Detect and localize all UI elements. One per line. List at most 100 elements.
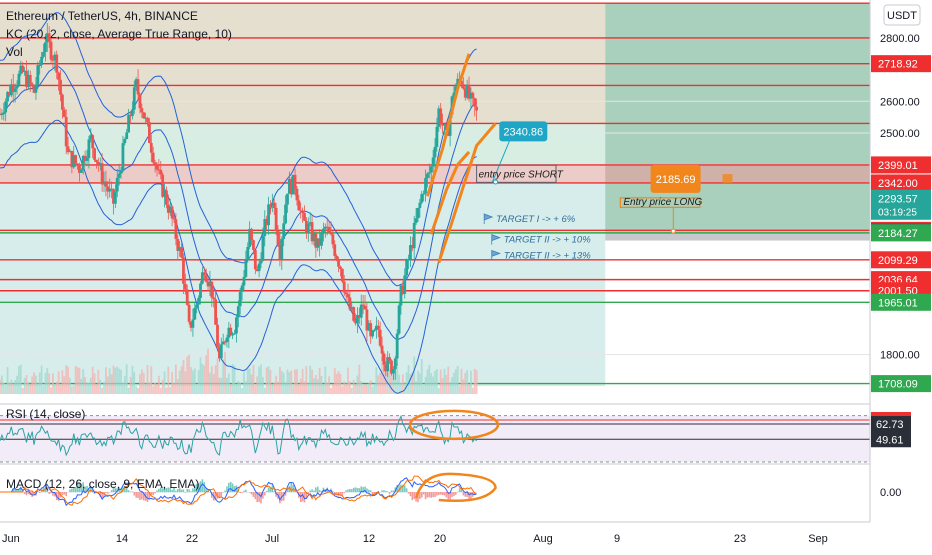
volume-bar (319, 368, 321, 394)
macd-histogram-bar (234, 486, 236, 492)
macd-histogram-bar (135, 492, 137, 498)
macd-histogram-bar (64, 492, 66, 494)
price-label: 2342.00 (871, 174, 931, 191)
volume-bar (434, 371, 436, 394)
candle-body (333, 244, 336, 256)
volume-bar (35, 376, 37, 394)
candle-body (195, 305, 198, 308)
target-1-label: TARGET I -> + 6% (496, 214, 576, 225)
x-tick-label: 14 (116, 533, 128, 545)
volume-bar (245, 381, 247, 394)
candle-body (55, 55, 58, 73)
volume-bar (302, 369, 304, 394)
candle-body (220, 344, 223, 358)
macd-histogram-bar (359, 488, 361, 492)
volume-bar (270, 370, 272, 394)
volume-bar (192, 370, 194, 394)
volume-bar (251, 375, 253, 394)
candle-body (301, 211, 304, 213)
candle-body (214, 299, 217, 324)
macd-histogram-bar (389, 492, 391, 494)
volume-bar (338, 371, 340, 394)
price-label: 2718.92 (871, 55, 931, 72)
macd-histogram-bar (349, 489, 351, 492)
volume-bar (220, 378, 222, 394)
candle-body (250, 229, 253, 240)
macd-histogram-bar (309, 490, 311, 492)
candle-body (430, 167, 433, 173)
candle-body (331, 234, 334, 244)
candle-body (422, 194, 425, 195)
entry-long-marker (671, 229, 675, 233)
macd-histogram-bar (393, 491, 395, 493)
macd-histogram-bar (65, 492, 67, 496)
macd-histogram-bar (446, 492, 448, 497)
volume-bar (313, 378, 315, 394)
volume-bar (160, 388, 162, 394)
macd-histogram-bar (463, 492, 465, 495)
volume-bar (300, 379, 302, 394)
volume-bar (196, 385, 198, 394)
candle-body (31, 84, 34, 86)
volume-bar (71, 386, 73, 394)
macd-histogram-bar (107, 492, 109, 494)
macd-histogram-bar (245, 490, 247, 493)
candle-body (146, 118, 149, 122)
candle-body (114, 192, 117, 204)
volume-bar (149, 382, 151, 394)
rsi-value-label: 49.61 (871, 431, 911, 447)
candle-body (435, 127, 438, 147)
volume-bar (445, 375, 447, 394)
volume-bar (90, 378, 92, 394)
volume-bar (162, 380, 164, 394)
candle-body (320, 232, 323, 245)
candle-body (36, 65, 39, 84)
macd-histogram-bar (421, 492, 423, 498)
volume-bar (230, 384, 232, 394)
candle-body (50, 42, 53, 60)
candle-body (174, 219, 177, 239)
volume-bar (334, 368, 336, 394)
volume-bar (96, 385, 98, 394)
volume-bar (73, 386, 75, 394)
price-label-text: 2718.92 (878, 59, 918, 71)
volume-bar (266, 367, 268, 394)
volume-bar (277, 382, 279, 394)
volume-bar (336, 374, 338, 394)
volume-bar (379, 373, 381, 394)
volume-bar (444, 369, 446, 394)
volume-bar (470, 371, 472, 394)
candle-body (252, 240, 255, 250)
volume-bar (75, 366, 77, 394)
candle (405, 258, 408, 277)
volume-bar (368, 383, 370, 394)
candle-body (165, 190, 168, 204)
volume-bar (164, 371, 166, 394)
candle-body (330, 232, 333, 234)
volume-bar (464, 373, 466, 394)
volume-bar (290, 370, 292, 394)
volume-bar (39, 373, 41, 394)
x-tick-label: 22 (186, 533, 198, 545)
macd-histogram-bar (313, 491, 315, 493)
volume-bar (294, 369, 296, 394)
volume-bar (166, 387, 168, 394)
candle-body (337, 260, 340, 267)
macd-histogram-bar (39, 492, 41, 493)
volume-bar (184, 371, 186, 394)
volume-bar (143, 373, 145, 394)
volume-bar (9, 383, 11, 394)
currency-button[interactable]: USDT (884, 5, 920, 25)
price-label: 2184.27 (871, 224, 931, 241)
candle-body (205, 275, 208, 281)
macd-histogram-bar (319, 490, 321, 492)
candle-body (233, 333, 236, 334)
volume-bar (137, 388, 139, 394)
price-callout-long-text: 2185.69 (656, 174, 696, 186)
volume-bar (364, 384, 366, 394)
volume-bar (355, 385, 357, 394)
macd-histogram-bar (130, 492, 132, 493)
macd-histogram-bar (266, 491, 268, 492)
